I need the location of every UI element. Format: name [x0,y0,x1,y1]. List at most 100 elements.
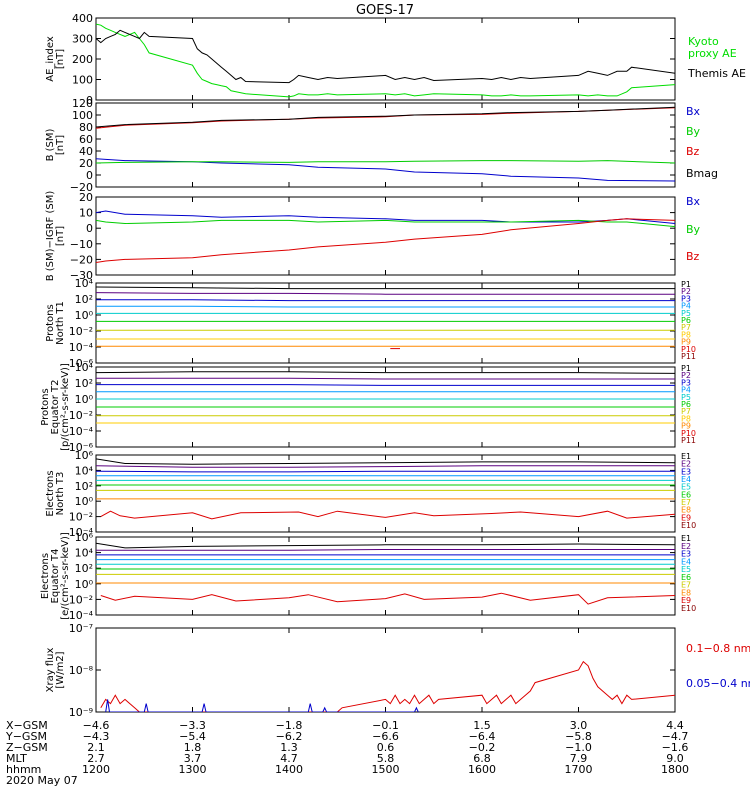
legend-label: P8 [681,414,691,423]
y-axis-label: AE_index [45,36,56,82]
legend-label: E7 [681,581,691,590]
ephemeris-value: −3.3 [179,719,206,732]
legend-label: P7 [681,323,691,332]
y-tick-label: 10⁻⁴ [69,609,94,622]
legend-label: E9 [681,513,691,522]
ephemeris-value: 1200 [82,763,110,776]
y-tick-label: 10⁻² [69,409,93,422]
y-axis-label: [nT] [55,135,66,155]
legend-label: P6 [681,316,691,325]
legend-label: E2 [681,542,691,551]
y-tick-label: 0 [86,222,93,235]
legend-label: P9 [681,338,691,347]
panel-frame [95,282,676,364]
y-tick-label: 10⁰ [75,393,94,406]
y-tick-label: 10⁻⁴ [69,526,94,539]
ephemeris-value: 6.8 [473,752,491,765]
series-line-By [96,160,675,164]
legend-label: proxy AE [688,47,737,60]
y-axis-label: [nT] [55,226,66,246]
ephemeris-table: X−GSM −4.6 −3.3 −1.8 −0.1 1.5 3.0 4.4 Y−GSM −4.3 −… [5,719,689,787]
ephemeris-value: 1.5 [473,719,491,732]
y-tick-label: 0 [86,169,93,182]
y-axis-label: [p/(cm²-s-sr-keV)] [60,363,71,451]
ephemeris-row-label: X−GSM [6,719,48,732]
y-tick-label: 10⁻⁷ [69,622,93,635]
legend-label: Bmag [686,167,718,180]
legend-label: P4 [681,302,691,311]
y-tick-label: 10⁻⁶ [69,357,94,370]
legend-label: P9 [681,422,691,431]
panel-frame [95,17,676,101]
y-tick-label: 40 [79,145,93,158]
ephemeris-value: 9.0 [666,752,684,765]
ephemeris-row-label: Z−GSM [6,741,48,754]
legend-label: E6 [681,573,691,582]
series-line-P2 [96,377,675,380]
legend-label: E2 [681,460,691,469]
legend-label: E10 [681,521,696,530]
legend-label: P2 [681,371,691,380]
legend-label: E3 [681,550,691,559]
y-tick-label: 10² [75,293,93,306]
y-tick-label: 20 [79,191,93,204]
y-tick-label: 20 [79,157,93,170]
series-line-E2 [96,549,675,551]
legend-label: 0.05−0.4 nm [686,677,750,690]
y-tick-label: 10⁰ [75,578,94,591]
legend-label: P6 [681,400,691,409]
y-tick-label: 10 [79,207,93,220]
series-line-E3 [96,470,675,473]
y-axis-label: Xray flux [45,648,56,693]
legend-label: E4 [681,475,691,484]
legend-label: E8 [681,506,691,515]
ephemeris-value: −1.8 [276,719,303,732]
y-tick-label: 10⁻² [69,511,93,524]
legend-label: P11 [681,352,696,361]
plot-title: GOES-17 [356,3,414,18]
y-tick-label: −30 [70,269,93,282]
y-tick-label: 10⁴ [75,464,94,477]
y-tick-label: 10² [75,377,93,390]
date-label: 2020 May 07 [6,774,78,787]
legend-label: By [686,223,701,236]
y-tick-label: 10⁻⁶ [69,441,94,454]
y-axis-label: Equator T4 [50,549,61,604]
panel-7: 10⁻⁷ 10⁻⁸ 10⁻⁹ Xray flux [W/m2] 0.1−0.8 nm 0.0… [45,622,750,719]
y-tick-label: 100 [72,74,93,87]
ephemeris-value: 1.8 [184,741,202,754]
y-axis-label: Electrons [45,470,56,516]
legend-label: E4 [681,557,691,566]
series-line-P4 [96,305,675,308]
series-line-E9 [100,510,675,520]
ephemeris-value: 5.8 [377,752,395,765]
ephemeris-value: 1700 [565,763,593,776]
ephemeris-value: −5.4 [179,730,206,743]
y-tick-label: 100 [72,109,93,122]
y-tick-label: −20 [70,253,93,266]
legend-label: P1 [681,364,691,373]
y-axis-label: [nT] [55,49,66,69]
legend-label: E1 [681,534,691,543]
legend-label: P2 [681,287,691,296]
ephemeris-value: 2.7 [87,752,105,765]
y-tick-label: 400 [72,12,93,25]
series-line-E2 [96,465,675,468]
legend-label: Kyoto [688,35,719,48]
y-tick-label: 10⁴ [75,361,94,374]
panel-2: 20 10 0 −10 −20 −30 B (SM)−IGRF (SM) [nT] Bx By Bz [45,191,701,282]
series-line-Kyoto-proxy-AE [96,23,675,98]
legend-label: E7 [681,498,691,507]
ephemeris-row-label: Y−GSM [5,730,47,743]
series-line-0.05−0.4-nm [105,699,419,712]
legend-label: By [686,125,701,138]
ephemeris-value: 1800 [661,763,689,776]
y-tick-label: 0 [86,94,93,107]
ephemeris-value: 2.1 [87,741,105,754]
legend-label: Bx [686,105,701,118]
ephemeris-value: −6.2 [276,730,303,743]
